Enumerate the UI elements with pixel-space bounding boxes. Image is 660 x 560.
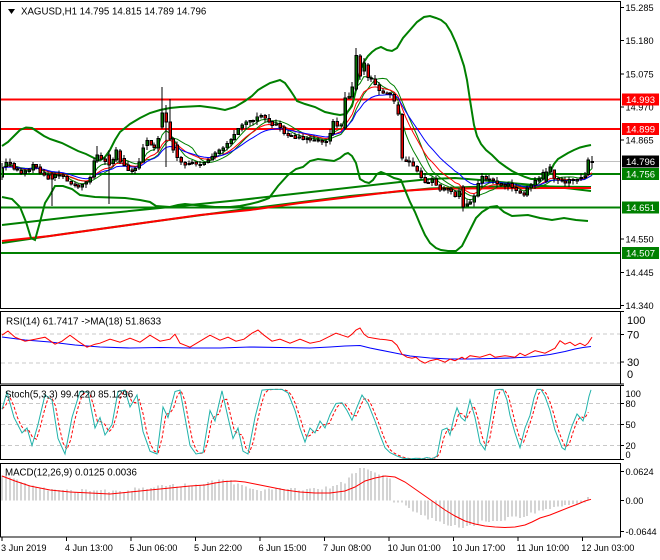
svg-text:4 Jun 13:00: 4 Jun 13:00 [65, 543, 113, 553]
svg-text:15.285: 15.285 [626, 3, 654, 13]
svg-text:14.445: 14.445 [626, 268, 654, 278]
svg-text:5 Jun 06:00: 5 Jun 06:00 [129, 543, 177, 553]
svg-text:14.507: 14.507 [626, 249, 655, 260]
svg-text:14.651: 14.651 [626, 203, 655, 214]
svg-text:30: 30 [627, 357, 639, 369]
svg-text:15.075: 15.075 [626, 69, 654, 79]
svg-text:14.756: 14.756 [626, 170, 655, 181]
svg-text:XAGUSD,H1 14.795 14.815 14.78: XAGUSD,H1 14.795 14.815 14.789 14.796 [21, 7, 206, 18]
svg-text:100: 100 [626, 389, 641, 399]
svg-text:12 Jun 03:00: 12 Jun 03:00 [581, 543, 634, 553]
svg-text:Stoch(5,3,3) 99.4220 85.1296: Stoch(5,3,3) 99.4220 85.1296 [5, 390, 133, 401]
svg-text:RSI(14) 61.7417 ->MA(18) 51.8: RSI(14) 61.7417 ->MA(18) 51.8633 [6, 317, 162, 328]
svg-text:0: 0 [627, 369, 633, 381]
svg-text:5 Jun 22:00: 5 Jun 22:00 [194, 543, 242, 553]
svg-text:6 Jun 15:00: 6 Jun 15:00 [259, 543, 307, 553]
svg-text:14.865: 14.865 [626, 135, 654, 145]
svg-text:50: 50 [626, 420, 636, 430]
svg-text:7 Jun 08:00: 7 Jun 08:00 [323, 543, 371, 553]
svg-text:14.899: 14.899 [626, 125, 655, 136]
svg-text:70: 70 [627, 330, 639, 342]
svg-text:0.0624: 0.0624 [626, 467, 654, 477]
svg-text:100: 100 [627, 315, 645, 327]
svg-text:11 Jun 10:00: 11 Jun 10:00 [517, 543, 569, 553]
svg-text:15.180: 15.180 [626, 36, 654, 46]
svg-text:-0.0644: -0.0644 [626, 527, 657, 537]
svg-text:20: 20 [626, 441, 636, 451]
svg-text:MACD(12,26,9) 0.0125 0.0036: MACD(12,26,9) 0.0125 0.0036 [5, 468, 137, 479]
svg-text:3 Jun 2019: 3 Jun 2019 [1, 543, 46, 553]
svg-text:10 Jun 17:00: 10 Jun 17:00 [452, 543, 505, 553]
svg-text:14.993: 14.993 [626, 95, 655, 106]
svg-text:80: 80 [626, 399, 636, 409]
svg-text:10 Jun 01:00: 10 Jun 01:00 [388, 543, 441, 553]
svg-text:0: 0 [626, 450, 631, 460]
svg-text:0.00: 0.00 [626, 496, 644, 506]
svg-text:14.340: 14.340 [626, 301, 654, 311]
svg-text:14.970: 14.970 [626, 102, 654, 112]
svg-text:14.550: 14.550 [626, 235, 654, 245]
svg-text:14.796: 14.796 [626, 157, 655, 168]
